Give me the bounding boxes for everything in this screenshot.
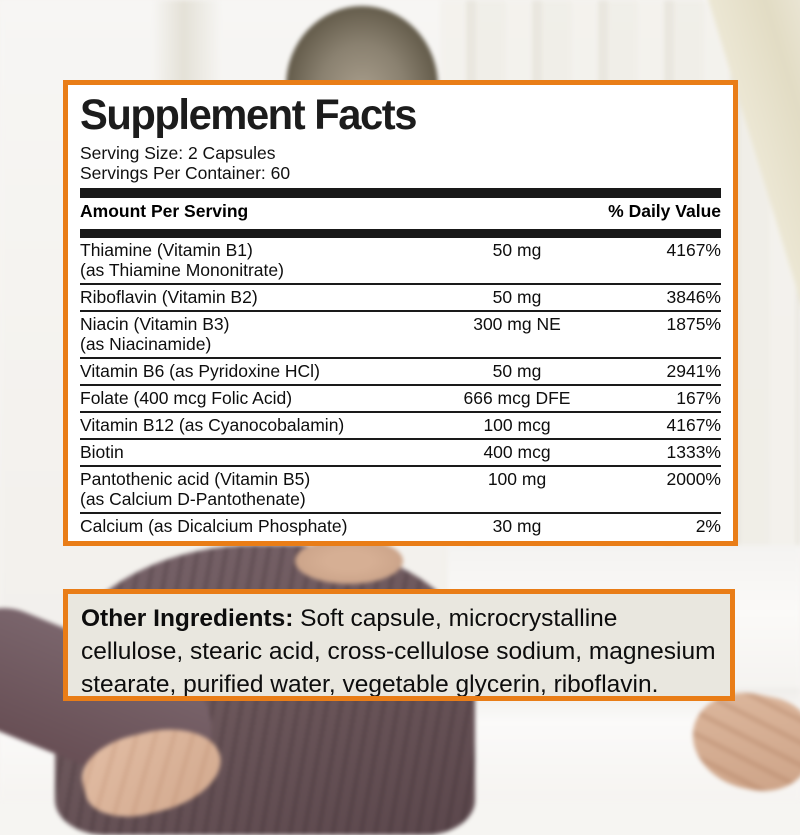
nutrient-amount: 50 mg	[492, 240, 542, 260]
nutrient-daily-value: 1333%	[666, 442, 722, 462]
nutrient-source: (as Thiamine Mononitrate)	[80, 260, 284, 280]
table-row: Pantothenic acid (Vitamin B5) 100 mg 200…	[80, 465, 721, 512]
table-row: Calcium (as Dicalcium Phosphate) 30 mg 2…	[80, 512, 721, 539]
other-ingredients-text: Soft capsule, microcrystalline cellulose…	[81, 605, 716, 698]
daily-value-header: % Daily Value	[608, 201, 721, 221]
nutrient-amount: 50 mg	[492, 361, 542, 381]
nutrient-name: Vitamin B12 (as Cyanocobalamin)	[80, 415, 345, 435]
servings-per-container: Servings Per Container: 60	[80, 163, 291, 183]
table-row: Folate (400 mcg Folic Acid) 666 mcg DFE …	[80, 384, 721, 411]
nutrient-amount: 50 mg	[492, 287, 542, 307]
nutrient-source: (as Niacinamide)	[80, 334, 212, 354]
nutrient-table: Thiamine (Vitamin B1) 50 mg 4167% (as Th…	[80, 238, 721, 539]
nutrient-amount: 300 mg NE	[473, 314, 561, 334]
nutrient-daily-value: 2%	[695, 516, 721, 536]
nutrient-name: Biotin	[80, 442, 124, 462]
table-row: Vitamin B6 (as Pyridoxine HCl) 50 mg 294…	[80, 357, 721, 384]
nutrient-daily-value: 167%	[676, 388, 721, 408]
other-ingredients-panel: Other Ingredients: Soft capsule, microcr…	[63, 589, 735, 701]
table-row: Niacin (Vitamin B3) 300 mg NE 1875% (as …	[80, 310, 721, 357]
nutrient-daily-value: 1875%	[666, 314, 722, 334]
divider-bar-top	[80, 188, 721, 198]
nutrient-name: Riboflavin (Vitamin B2)	[80, 287, 258, 307]
nutrient-name: Vitamin B6 (as Pyridoxine HCl)	[80, 361, 320, 381]
table-row: Thiamine (Vitamin B1) 50 mg 4167% (as Th…	[80, 238, 721, 283]
nutrient-daily-value: 4167%	[666, 415, 722, 435]
other-ingredients-label: Other Ingredients:	[81, 605, 294, 632]
nutrient-amount: 400 mcg	[483, 442, 551, 462]
nutrient-amount: 100 mg	[487, 469, 547, 489]
supplement-facts-panel: Supplement Facts Serving Size: 2 Capsule…	[63, 80, 738, 546]
nutrient-daily-value: 4167%	[666, 240, 722, 260]
nutrient-name: Calcium (as Dicalcium Phosphate)	[80, 516, 348, 536]
divider-bar-bottom	[80, 544, 721, 546]
amount-per-serving-header: Amount Per Serving	[80, 201, 249, 221]
table-row: Vitamin B12 (as Cyanocobalamin) 100 mcg …	[80, 411, 721, 438]
nutrient-daily-value: 3846%	[666, 287, 722, 307]
divider-bar-mid	[80, 229, 721, 238]
panel-title: Supplement Facts	[80, 91, 417, 139]
nutrient-source: (as Calcium D-Pantothenate)	[80, 489, 306, 509]
table-row: Riboflavin (Vitamin B2) 50 mg 3846%	[80, 283, 721, 310]
table-header-row: Amount Per Serving % Daily Value	[80, 198, 721, 224]
nutrient-name: Pantothenic acid (Vitamin B5)	[80, 469, 311, 489]
nutrient-daily-value: 2941%	[666, 361, 722, 381]
nutrient-amount: 30 mg	[492, 516, 542, 536]
nutrient-name: Thiamine (Vitamin B1)	[80, 240, 253, 260]
nutrient-amount: 100 mcg	[483, 415, 551, 435]
nutrient-daily-value: 2000%	[666, 469, 722, 489]
serving-size: Serving Size: 2 Capsules	[80, 143, 276, 163]
nutrient-name: Folate (400 mcg Folic Acid)	[80, 388, 293, 408]
nutrient-amount: 666 mcg DFE	[463, 388, 571, 408]
nutrient-name: Niacin (Vitamin B3)	[80, 314, 230, 334]
table-row: Biotin 400 mcg 1333%	[80, 438, 721, 465]
